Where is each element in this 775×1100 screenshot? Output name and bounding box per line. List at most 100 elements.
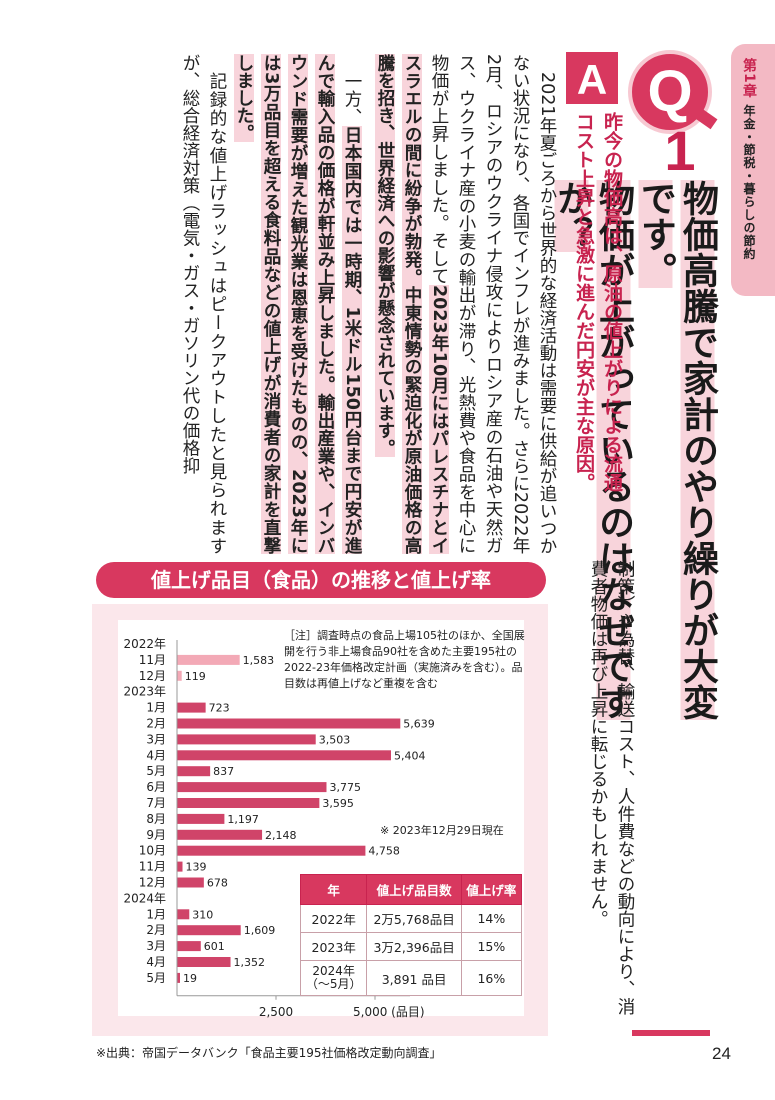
body-continued-text: 制策）や為替、輸送コスト、人件費などの動向により、消費者物価は再び上昇に転じるか…: [588, 560, 635, 1015]
summary-year: 2022年: [299, 904, 368, 933]
chapter-title: 年金・節税・暮らしの節約: [742, 104, 756, 261]
value-label: 837: [213, 765, 234, 778]
bar: [177, 972, 180, 983]
category-label: 2月: [146, 923, 166, 937]
category-label: 11月: [139, 653, 166, 667]
category-label: 4月: [146, 955, 166, 969]
chart-as-of: ※ 2023年12月29日現在: [380, 824, 504, 837]
chapter-number: 第1章: [741, 58, 757, 99]
summary-table: 年 値上げ品目数 値上げ率 2022年 2万5,768品目 14% 2023年 …: [299, 874, 523, 996]
table-row: 2022年 2万5,768品目 14%: [299, 904, 523, 933]
answer-badge: A: [566, 52, 618, 104]
bar: [177, 829, 263, 840]
category-label: 12月: [139, 669, 166, 683]
bar: [177, 782, 327, 793]
value-label: 139: [186, 861, 207, 874]
value-label: 310: [192, 908, 213, 921]
year-group-label: 2024年: [123, 891, 166, 905]
question-badge: Q: [628, 50, 712, 134]
table-row: 2024年 （〜5月） 3,891 品目 16%: [299, 960, 523, 996]
summary-rate: 14%: [460, 904, 523, 933]
value-label: 4,758: [368, 845, 400, 858]
bar: [177, 718, 401, 729]
bar: [177, 957, 231, 967]
body-p2-text: 一方、: [342, 71, 362, 126]
value-label: 19: [183, 972, 197, 985]
category-label: 3月: [146, 732, 166, 746]
value-label: 3,503: [319, 733, 351, 746]
category-label: 5月: [146, 764, 166, 778]
bar: [177, 909, 190, 920]
category-label: 4月: [146, 748, 166, 762]
year-group-label: 2023年: [123, 685, 166, 699]
x-tick-label: 2,500: [259, 1005, 293, 1019]
bar: [177, 654, 240, 665]
year-group-label: 2022年: [123, 637, 166, 651]
category-label: 1月: [146, 907, 166, 921]
category-label: 5月: [146, 971, 166, 985]
value-label: 5,639: [403, 718, 435, 731]
table-row: 2023年 3万2,396品目 15%: [299, 932, 523, 961]
category-label: 10月: [139, 844, 166, 858]
bar: [177, 877, 204, 888]
body-p1-text: 2021年夏ごろから世界的な経済活動は需要に供給が追いつかない状況になり、各国で…: [429, 54, 557, 554]
summary-items: 3万2,396品目: [366, 932, 462, 961]
question-number: 1: [664, 119, 696, 182]
value-label: 1,609: [244, 924, 276, 937]
source-credit: ※出典：帝国データバンク「食品主要195社価格改定動向調査」: [96, 1046, 442, 1060]
value-label: 601: [204, 940, 225, 953]
category-label: 3月: [146, 939, 166, 953]
summary-rate: 16%: [460, 960, 523, 996]
summary-header-items: 値上げ品目数: [366, 874, 462, 905]
value-label: 119: [185, 670, 206, 683]
body-paragraph-3: 記録的な値上げラッシュはピークアウトしたと見られますが、総合経済対策（電気・ガス…: [180, 54, 227, 555]
bar: [177, 798, 320, 808]
x-tick-label: 5,000 (品目): [353, 1005, 425, 1019]
question-letter: Q: [647, 59, 693, 124]
bar: [177, 861, 183, 872]
value-label: 5,404: [394, 749, 426, 762]
summary-header-year: 年: [299, 874, 368, 905]
answer-summary-line-1: 昨今の物価高は、原油の値上がりによる流通: [601, 112, 623, 492]
value-label: 2,148: [265, 829, 297, 842]
body-paragraph-2: 一方、日本国内では一時期、1米ドル150円台まで円安が進んで輸入品の価格が軒並み…: [230, 54, 365, 554]
value-label: 1,583: [243, 654, 275, 667]
value-label: 3,595: [322, 797, 354, 810]
category-label: 11月: [139, 860, 166, 874]
body-text: 2021年夏ごろから世界的な経済活動は需要に供給が追いつかない状況になり、各国で…: [98, 54, 560, 554]
summary-rate: 15%: [460, 932, 523, 961]
value-label: 678: [207, 877, 228, 890]
value-label: 723: [209, 702, 230, 715]
summary-table-header-row: 年 値上げ品目数 値上げ率: [299, 874, 523, 905]
bar: [177, 750, 391, 761]
value-label: 1,197: [227, 813, 258, 826]
bar: [177, 845, 366, 856]
answer-summary: 昨今の物価高は、原油の値上がりによる流通 コスト上昇と急激に進んだ円安が主な原因…: [566, 112, 626, 542]
category-label: 6月: [146, 780, 166, 794]
bar: [177, 925, 241, 936]
value-label: 1,352: [234, 956, 265, 969]
bar: [177, 734, 316, 745]
value-label: 3,775: [329, 781, 361, 794]
chapter-tab: 第1章 年金・節税・暮らしの節約: [731, 44, 775, 296]
bar: [177, 670, 182, 681]
summary-header-rate: 値上げ率: [460, 874, 523, 905]
answer-letter: A: [576, 56, 608, 103]
category-label: 9月: [146, 828, 166, 842]
category-label: 1月: [146, 701, 166, 715]
category-label: 12月: [139, 876, 166, 890]
summary-year: 2023年: [299, 932, 368, 961]
summary-year: 2024年 （〜5月）: [299, 960, 368, 996]
bar: [177, 941, 201, 952]
summary-items: 2万5,768品目: [366, 904, 462, 933]
chapter-label: 第1章 年金・節税・暮らしの節約: [739, 58, 759, 261]
chart-title: 値上げ品目（食品）の推移と値上げ率: [96, 562, 546, 598]
bar: [177, 813, 225, 824]
chart-note: ［注］調査時点の食品上場105社のほか、全国展開を行う非上場食品90社を含めた主…: [284, 629, 525, 690]
bar: [177, 702, 206, 713]
body-paragraph-1: 2021年夏ごろから世界的な経済活動は需要に供給が追いつかない状況になり、各国で…: [371, 54, 560, 554]
bar: [177, 766, 211, 777]
summary-items: 3,891 品目: [366, 960, 462, 996]
summary-year-sub: （〜5月）: [305, 977, 362, 991]
